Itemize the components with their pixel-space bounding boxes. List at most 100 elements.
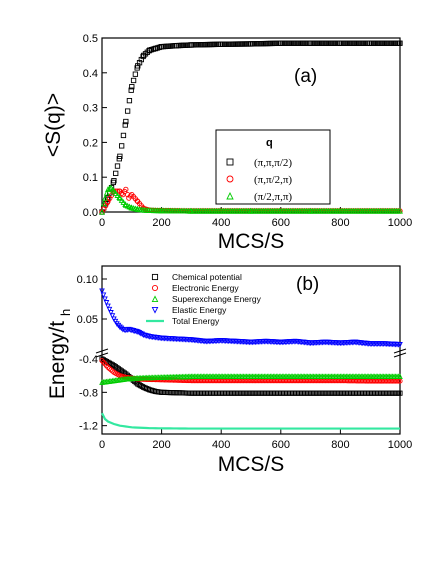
panel-a-xtick-label: 800 [331,217,349,229]
panel-b-point [334,390,340,396]
panel-b-point [200,390,206,396]
legend-b-label-1: Electronic Energy [172,283,239,293]
panel-b-point [206,390,212,396]
panel-a-point [123,186,129,193]
panel-b-xtick-label: 400 [212,439,230,451]
panel-b-point [333,390,339,396]
panel-b-point [297,390,303,396]
panel-b-point [240,390,247,396]
panel-b-point [330,390,336,396]
panel-b-point [114,321,120,327]
axis-break-marks [95,348,407,358]
panel-b-point [348,390,354,396]
panel-b-point [181,390,187,396]
panel-b-point [248,390,254,396]
panel-a-point [112,190,119,196]
panel-b-ytick-label: 0.10 [77,274,98,286]
panel-b-point [211,390,217,396]
panel-b-point [242,390,248,396]
panel-a-point [100,200,107,207]
panel-b-point [284,390,290,396]
panel-b-point [379,390,385,396]
panel-b-point [367,390,373,396]
panel-a-xtick-label: 400 [212,217,230,229]
panel-b-label: (b) [296,274,319,295]
panel-b-point [199,390,205,396]
legend-b-marker-1 [151,284,159,292]
panel-b-point [336,390,342,396]
panel-a-point [120,132,127,139]
panel-a-point [118,196,125,203]
panel-b-point [305,390,311,396]
panel-b-point [102,296,108,303]
panel-b-point [176,390,183,396]
panel-b-point [282,390,288,396]
panel-b-point [175,390,181,396]
panel-b-point [218,390,224,396]
panel-b-point [360,390,366,396]
legend-b-marker-0 [151,273,159,281]
panel-b-point [275,390,281,396]
panel-b-point [325,390,332,396]
panel-a-point [99,208,105,215]
panel-b-point [108,310,114,316]
panel-b-point [214,390,220,396]
panel-b-point [105,364,111,370]
legend-label-2: (π/2,π,π) [254,191,292,203]
panel-a-point [122,122,128,128]
panel-b-point [269,390,275,396]
legend-marker-2 [226,191,234,200]
panel-b-point [390,390,396,396]
panel-b-point [196,390,202,396]
panel-b-point [261,390,267,396]
panel-a-xtick-label: 200 [152,217,170,229]
legend-b-label-0: Chemical potential [172,272,242,282]
panel-b-point [191,390,197,396]
panel-a-ytick-label: 0.1 [83,172,98,184]
panel-b-point [173,390,180,396]
panel-b-ytick-label: -0.4 [79,354,98,366]
panel-b-point [246,390,253,396]
panel-b-point [316,390,323,396]
panel-b-point [290,390,296,396]
panel-b-point [299,390,305,396]
panel-b-point [202,390,208,396]
panel-a-series-2 [99,184,403,215]
panel-b-point [264,390,270,396]
break-left-2 [95,352,109,358]
panel-b-point [208,390,214,396]
panel-b-point [388,390,394,396]
panel-b-point [300,390,306,396]
panel-b-point [230,390,236,396]
panel-b-xtick-label: 1000 [388,439,412,451]
panel-b-point [162,389,168,395]
panel-b-point [179,390,186,396]
panel-b-point [103,300,110,306]
panel-b-point [105,303,111,310]
panel-b-point [358,390,364,396]
panel-a-ytick-label: 0.4 [83,68,98,80]
panel-b-point [266,390,272,396]
panel-b-point [115,322,122,329]
panel-b-point [100,292,107,299]
panel-b-point [312,390,318,396]
panel-b-point [392,390,399,396]
panel-b-point [238,390,244,396]
panel-b-point [185,390,191,396]
legend-marker-1 [226,175,234,183]
panel-b-point [381,390,387,396]
panel-b-point [384,390,390,396]
panel-b-series-4 [101,412,400,430]
panel-b-ytick-label: 0.05 [77,314,98,326]
panel-b-ytick-label: -0.8 [79,387,98,399]
panel-a-point [116,194,123,201]
panel-b-point [223,390,229,396]
panel-b-point [321,390,327,396]
panel-a-xtick-label: 1000 [388,217,412,229]
panel-b-point [235,390,241,396]
panel-b-xtick-label: 600 [272,439,290,451]
legend-b-label-4: Total Energy [172,316,220,326]
panel-b-ytick-label: -1.2 [79,421,98,433]
panel-b-point [258,390,264,396]
